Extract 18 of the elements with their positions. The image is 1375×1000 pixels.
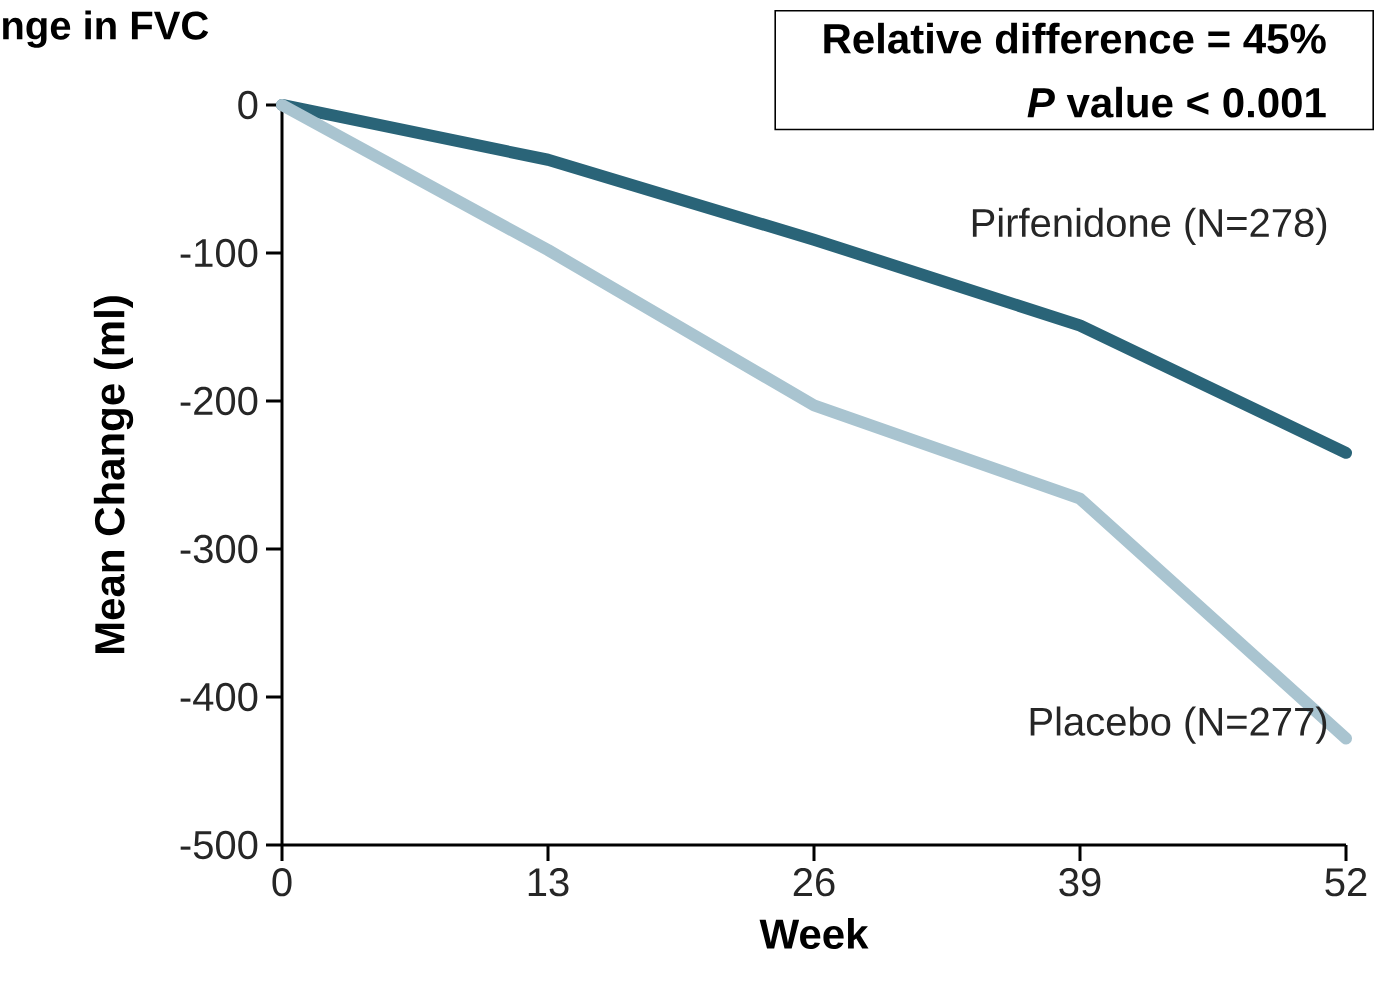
y-tick-label: -100 bbox=[180, 238, 258, 268]
y-tick-label: -300 bbox=[180, 534, 258, 564]
y-tick-label: -400 bbox=[180, 682, 258, 712]
y-tick-label: -200 bbox=[180, 386, 258, 416]
annotation: P value < 0.001 bbox=[1027, 86, 1326, 118]
x-tick-label: 0 bbox=[272, 868, 292, 897]
x-axis-title: Week bbox=[759, 918, 869, 949]
x-tick-label: 39 bbox=[1059, 868, 1101, 897]
text: Relative difference = 45% bbox=[824, 22, 1326, 54]
x-tick-label: 13 bbox=[528, 868, 569, 897]
series-label: Pirfenidone (N=278) bbox=[972, 207, 1327, 245]
x-tick-label: 26 bbox=[793, 868, 835, 897]
y-tick-label: 0 bbox=[238, 90, 258, 120]
x-tick-label: 52 bbox=[1325, 868, 1367, 897]
y-axis-title: Mean Change (ml) bbox=[93, 296, 134, 654]
chart-title: nge in FVC bbox=[3, 10, 209, 48]
series-label: Placebo (N=277) bbox=[1030, 706, 1327, 744]
y-tick-label: -500 bbox=[180, 830, 258, 860]
